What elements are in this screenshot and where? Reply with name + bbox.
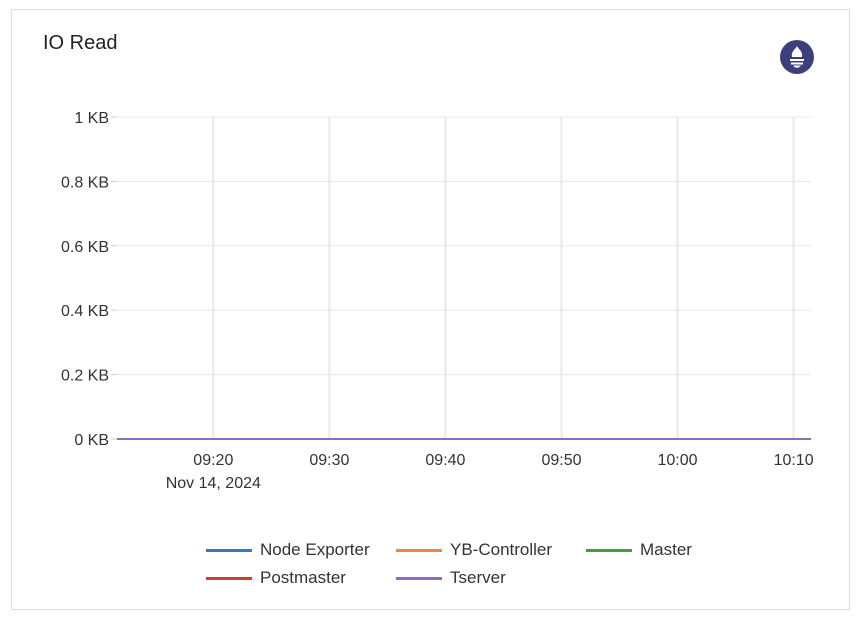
x-tick-label: 09:20	[193, 452, 233, 469]
x-tick-label: 09:50	[541, 452, 581, 469]
legend-item-node-exporter[interactable]: Node Exporter	[206, 540, 396, 560]
legend-swatch	[396, 548, 442, 552]
legend-swatch	[206, 548, 252, 552]
legend-item-postmaster[interactable]: Postmaster	[206, 568, 396, 588]
y-tick-label: 1 KB	[74, 110, 109, 127]
y-tick-label: 0.2 KB	[61, 368, 109, 385]
x-date-label: Nov 14, 2024	[166, 475, 261, 492]
x-tick-label: 10:10	[774, 452, 814, 469]
legend-label: Tserver	[450, 568, 506, 587]
legend-item-tserver[interactable]: Tserver	[396, 568, 586, 588]
x-tick-label: 09:30	[309, 452, 349, 469]
legend-swatch	[396, 576, 442, 580]
y-tick-label: 0 KB	[74, 432, 109, 449]
legend-label: YB-Controller	[450, 540, 553, 559]
legend-label: Node Exporter	[260, 540, 370, 559]
legend-swatch	[586, 548, 632, 552]
legend: Node Exporter YB-Controller Master Postmast…	[206, 540, 726, 588]
x-tick-label: 10:00	[658, 452, 698, 469]
x-tick-label: 09:40	[425, 452, 465, 469]
legend-item-master[interactable]: Master	[586, 540, 726, 560]
y-tick-label: 0.4 KB	[61, 303, 109, 320]
chart-title: IO Read	[43, 32, 118, 54]
legend-label: Master	[640, 540, 692, 559]
y-tick-label: 0.6 KB	[61, 239, 109, 256]
chart-card	[11, 9, 850, 610]
y-tick-label: 0.8 KB	[61, 174, 109, 191]
legend-swatch	[206, 576, 252, 580]
legend-label: Postmaster	[260, 568, 346, 587]
legend-item-yb-controller[interactable]: YB-Controller	[396, 540, 586, 560]
prometheus-icon[interactable]	[780, 40, 814, 74]
